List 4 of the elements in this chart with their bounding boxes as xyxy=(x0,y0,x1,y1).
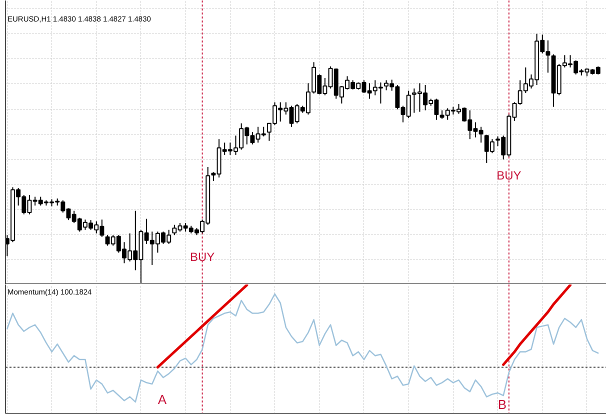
annotation: B xyxy=(498,397,507,412)
annotation: A xyxy=(158,392,167,407)
annotation: BUY xyxy=(496,168,522,182)
annotation: BUY xyxy=(190,250,215,264)
